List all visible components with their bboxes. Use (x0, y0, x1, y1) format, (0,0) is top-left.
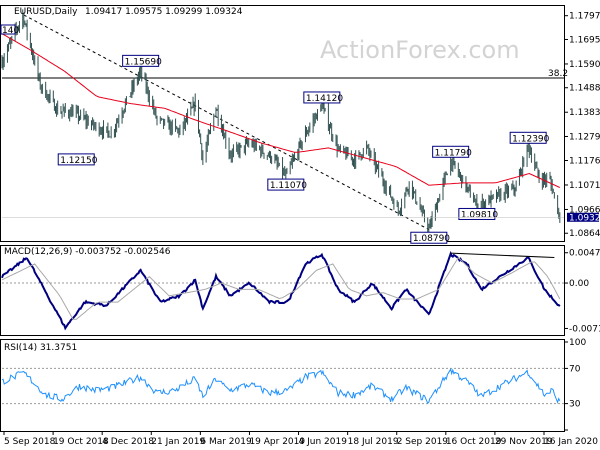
trendline (23, 14, 430, 230)
rsi-y-tick-label: 30 (569, 400, 581, 410)
rsi-y-tick-label: 70 (569, 364, 581, 374)
annotation-label: 1.12150 (60, 156, 97, 166)
last-price-marker: 1.09324 (2, 212, 600, 223)
rsi-axis: 100 70 30 (2, 338, 586, 431)
rsi-line (1, 367, 561, 405)
last-price-box (567, 212, 599, 222)
main-y-tick-label: 1.17970 (569, 12, 600, 22)
price-annotations: 1.15690 1.12150 1.11070 1.14120 1.11790 1.087… (57, 54, 550, 244)
annotation-label: 1.11070 (270, 181, 307, 191)
moving-average-line (1, 33, 561, 188)
rsi-header: RSI(14) 31.3751 (4, 343, 77, 353)
x-tick-label: 19 Apr 2019 (249, 437, 305, 447)
main-y-tick-label: 1.08640 (569, 229, 600, 239)
macd-header: MACD(12,26,9) -0.003752 -0.002546 (4, 247, 171, 257)
main-y-tick-label: 1.14880 (569, 84, 600, 94)
x-tick-label: 6 Mar 2019 (200, 437, 252, 447)
ohlc-label: 1.09417 1.09575 1.09299 1.09324 (85, 7, 243, 17)
main-y-tick-label: 1.09660 (569, 205, 600, 215)
main-y-tick-label: 1.11760 (569, 156, 600, 166)
annotation-box (509, 131, 547, 144)
x-tick-label: 5 Sep 2018 (4, 437, 56, 447)
annotation-box (303, 91, 341, 104)
annotation-box (267, 178, 305, 191)
x-tick-label: 2 Sep 2019 (397, 437, 449, 447)
annotation-box (410, 231, 448, 244)
macd-y-tick-label: -0.00713 (569, 324, 600, 334)
annotation-label: 1.09810 (461, 210, 498, 220)
annotation-label: 1.14120 (306, 94, 343, 104)
macd-signal-line (1, 256, 561, 320)
annotation-label: 1.12390 (512, 134, 549, 144)
main-axis: 1.17970 1.16950 1.15900 1.14880 1.13830 1.127… (564, 12, 600, 239)
macd-y-tick-label: 0.00 (569, 279, 589, 289)
main-y-tick-label: 1.13830 (569, 108, 600, 118)
main-y-tick-label: 1.12790 (569, 132, 600, 142)
x-tick-label: 18 Jul 2019 (348, 437, 399, 447)
watermark: ActionForex.com (320, 36, 520, 64)
candles (1, 9, 561, 237)
x-tick-label: 21 Jan 2019 (151, 437, 205, 447)
rsi-y-tick-label: 100 (569, 338, 586, 348)
annotation-box (458, 207, 496, 220)
macd-y-tick-label: 0.004756 (569, 249, 600, 259)
annotation-box (57, 153, 95, 166)
annotation-label: 1.08790 (413, 234, 450, 244)
main-y-tick-label: 1.16950 (569, 35, 600, 45)
annotation-box (122, 54, 160, 67)
divergence-line (450, 252, 555, 259)
main-y-tick-label: 1.15900 (569, 60, 600, 70)
annotation-box (432, 145, 470, 158)
annotation-label: 1.11790 (435, 148, 472, 158)
annotation-label: 1.15690 (125, 57, 162, 67)
macd-axis: 0.004756 0.00 -0.00713 (2, 249, 600, 334)
corner-label: 140 (2, 26, 19, 36)
x-tick-label: 4 Dec 2018 (102, 437, 154, 447)
last-price-label: 1.09324 (569, 213, 600, 223)
main-y-tick-label: 1.10710 (569, 181, 600, 191)
x-tick-label: 19 Oct 2018 (53, 437, 109, 447)
main-panel-frame (0, 5, 565, 242)
symbol-label: EURUSD,Daily (14, 7, 78, 17)
corner-box (0, 24, 16, 35)
macd-panel-frame (0, 245, 565, 336)
x-tick-label: 29 Nov 2019 (495, 437, 553, 447)
fib-level-label: 38.2 (548, 69, 568, 79)
x-tick-label: 4 Jun 2019 (299, 437, 348, 447)
x-tick-label: 16 Oct 2019 (446, 437, 502, 447)
rsi-panel-frame (0, 339, 565, 432)
x-tick-label: 16 Jan 2020 (544, 437, 598, 447)
